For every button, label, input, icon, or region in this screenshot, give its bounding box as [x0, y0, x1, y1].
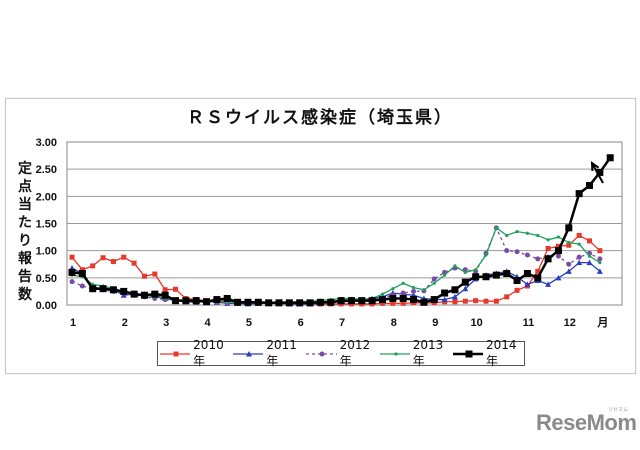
x-tick-label: 4 [204, 317, 211, 329]
chart-frame [5, 98, 636, 374]
series-2014年 [68, 154, 614, 307]
legend-label: 2010年 [193, 338, 224, 368]
data-series [68, 154, 614, 307]
plot-area-border [66, 141, 623, 306]
legend-label: 2013年 [412, 338, 444, 368]
x-tick-label: 6 [298, 317, 304, 329]
legend-label: 2011年 [266, 338, 297, 368]
legend-item: 2013年 [378, 338, 451, 369]
legend-swatch-icon [160, 351, 191, 356]
x-axis-ticks: 1 2 3 4 5 6 7 8 9 10 11 12 月 [70, 316, 608, 329]
gridlines [67, 168, 622, 279]
x-tick-label: 1 [70, 317, 76, 329]
legend-label: 2014年 [485, 338, 517, 368]
y-tick-label: 0.00 [36, 300, 57, 312]
y-tick-label: 1.00 [36, 246, 57, 258]
chart-title: ＲＳウイルス感染症（埼玉県） [187, 108, 453, 128]
resemom-logo: ReseMom [536, 410, 637, 435]
legend-item: 2012年 [304, 338, 377, 369]
legend-item: 2011年 [231, 338, 304, 369]
y-tick-label: 0.50 [36, 273, 57, 285]
legend-item: 2014年 [451, 338, 524, 369]
legend-swatch-icon [379, 351, 410, 356]
x-tick-label: 2 [122, 317, 128, 329]
x-tick-label: 5 [246, 317, 252, 329]
legend-item: 2010年 [158, 338, 231, 369]
legend: 2010年 2011年 2012年 2013年 2014年 [157, 338, 525, 369]
y-axis-ticks: 0.00 0.50 1.00 1.50 2.00 2.50 3.00 [36, 137, 57, 312]
legend-swatch-icon [452, 350, 483, 357]
series-2013年 [70, 226, 602, 304]
resemom-logo-kana: リセマム [608, 407, 629, 413]
x-tick-label: 9 [432, 317, 438, 329]
legend-label: 2012年 [339, 338, 371, 368]
x-tick-label: 8 [391, 317, 397, 329]
y-tick-label: 1.50 [36, 219, 57, 231]
y-axis-label: 定点当たり報告数 [18, 161, 32, 303]
x-tick-label: 12 [564, 317, 576, 329]
arrow-icon [591, 162, 604, 184]
legend-swatch-icon [233, 350, 264, 356]
x-tick-label: 3 [163, 317, 169, 329]
x-tick-label: 10 [471, 317, 483, 329]
legend-swatch-icon [306, 351, 337, 356]
x-tick-label: 11 [523, 317, 535, 329]
y-tick-label: 2.00 [36, 191, 57, 203]
annotations [590, 160, 604, 184]
y-tick-label: 3.00 [36, 137, 57, 149]
x-tick-label: 月 [596, 316, 608, 329]
y-tick-label: 2.50 [36, 164, 57, 176]
x-tick-label: 7 [339, 317, 345, 329]
